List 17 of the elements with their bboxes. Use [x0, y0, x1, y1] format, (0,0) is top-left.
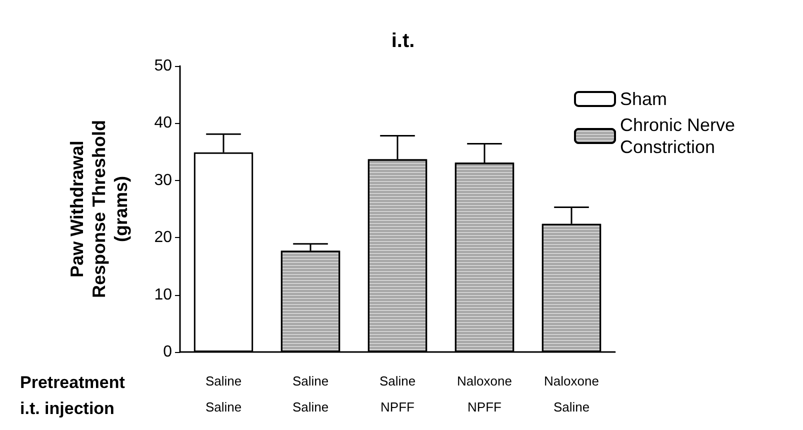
- x-tick-label: Saline Saline: [205, 374, 242, 414]
- chart-title: i.t.: [391, 30, 415, 52]
- y-tick-label: 30: [154, 172, 172, 189]
- y-axis-title: Paw Withdrawal Response Threshold (grams): [67, 120, 131, 298]
- x-tick-label: Saline NPFF: [379, 374, 416, 414]
- y-tick-label: 40: [154, 114, 172, 132]
- y-tick-label: 50: [154, 58, 172, 74]
- text: Pretreatment: [20, 373, 126, 392]
- x-tick-label: Naloxone NPFF: [457, 374, 512, 414]
- x-tick-label: Naloxone Saline: [544, 374, 599, 414]
- x-tick-label: Saline Saline: [292, 374, 329, 414]
- y-tick-label: 20: [154, 229, 172, 246]
- y-tick-label: 0: [163, 344, 172, 360]
- legend-label: Chronic Nerve Constriction: [620, 115, 740, 157]
- legend-label: Sham: [620, 89, 668, 109]
- y-tick-label: 10: [154, 286, 172, 304]
- text: i.t. injection: [20, 399, 114, 418]
